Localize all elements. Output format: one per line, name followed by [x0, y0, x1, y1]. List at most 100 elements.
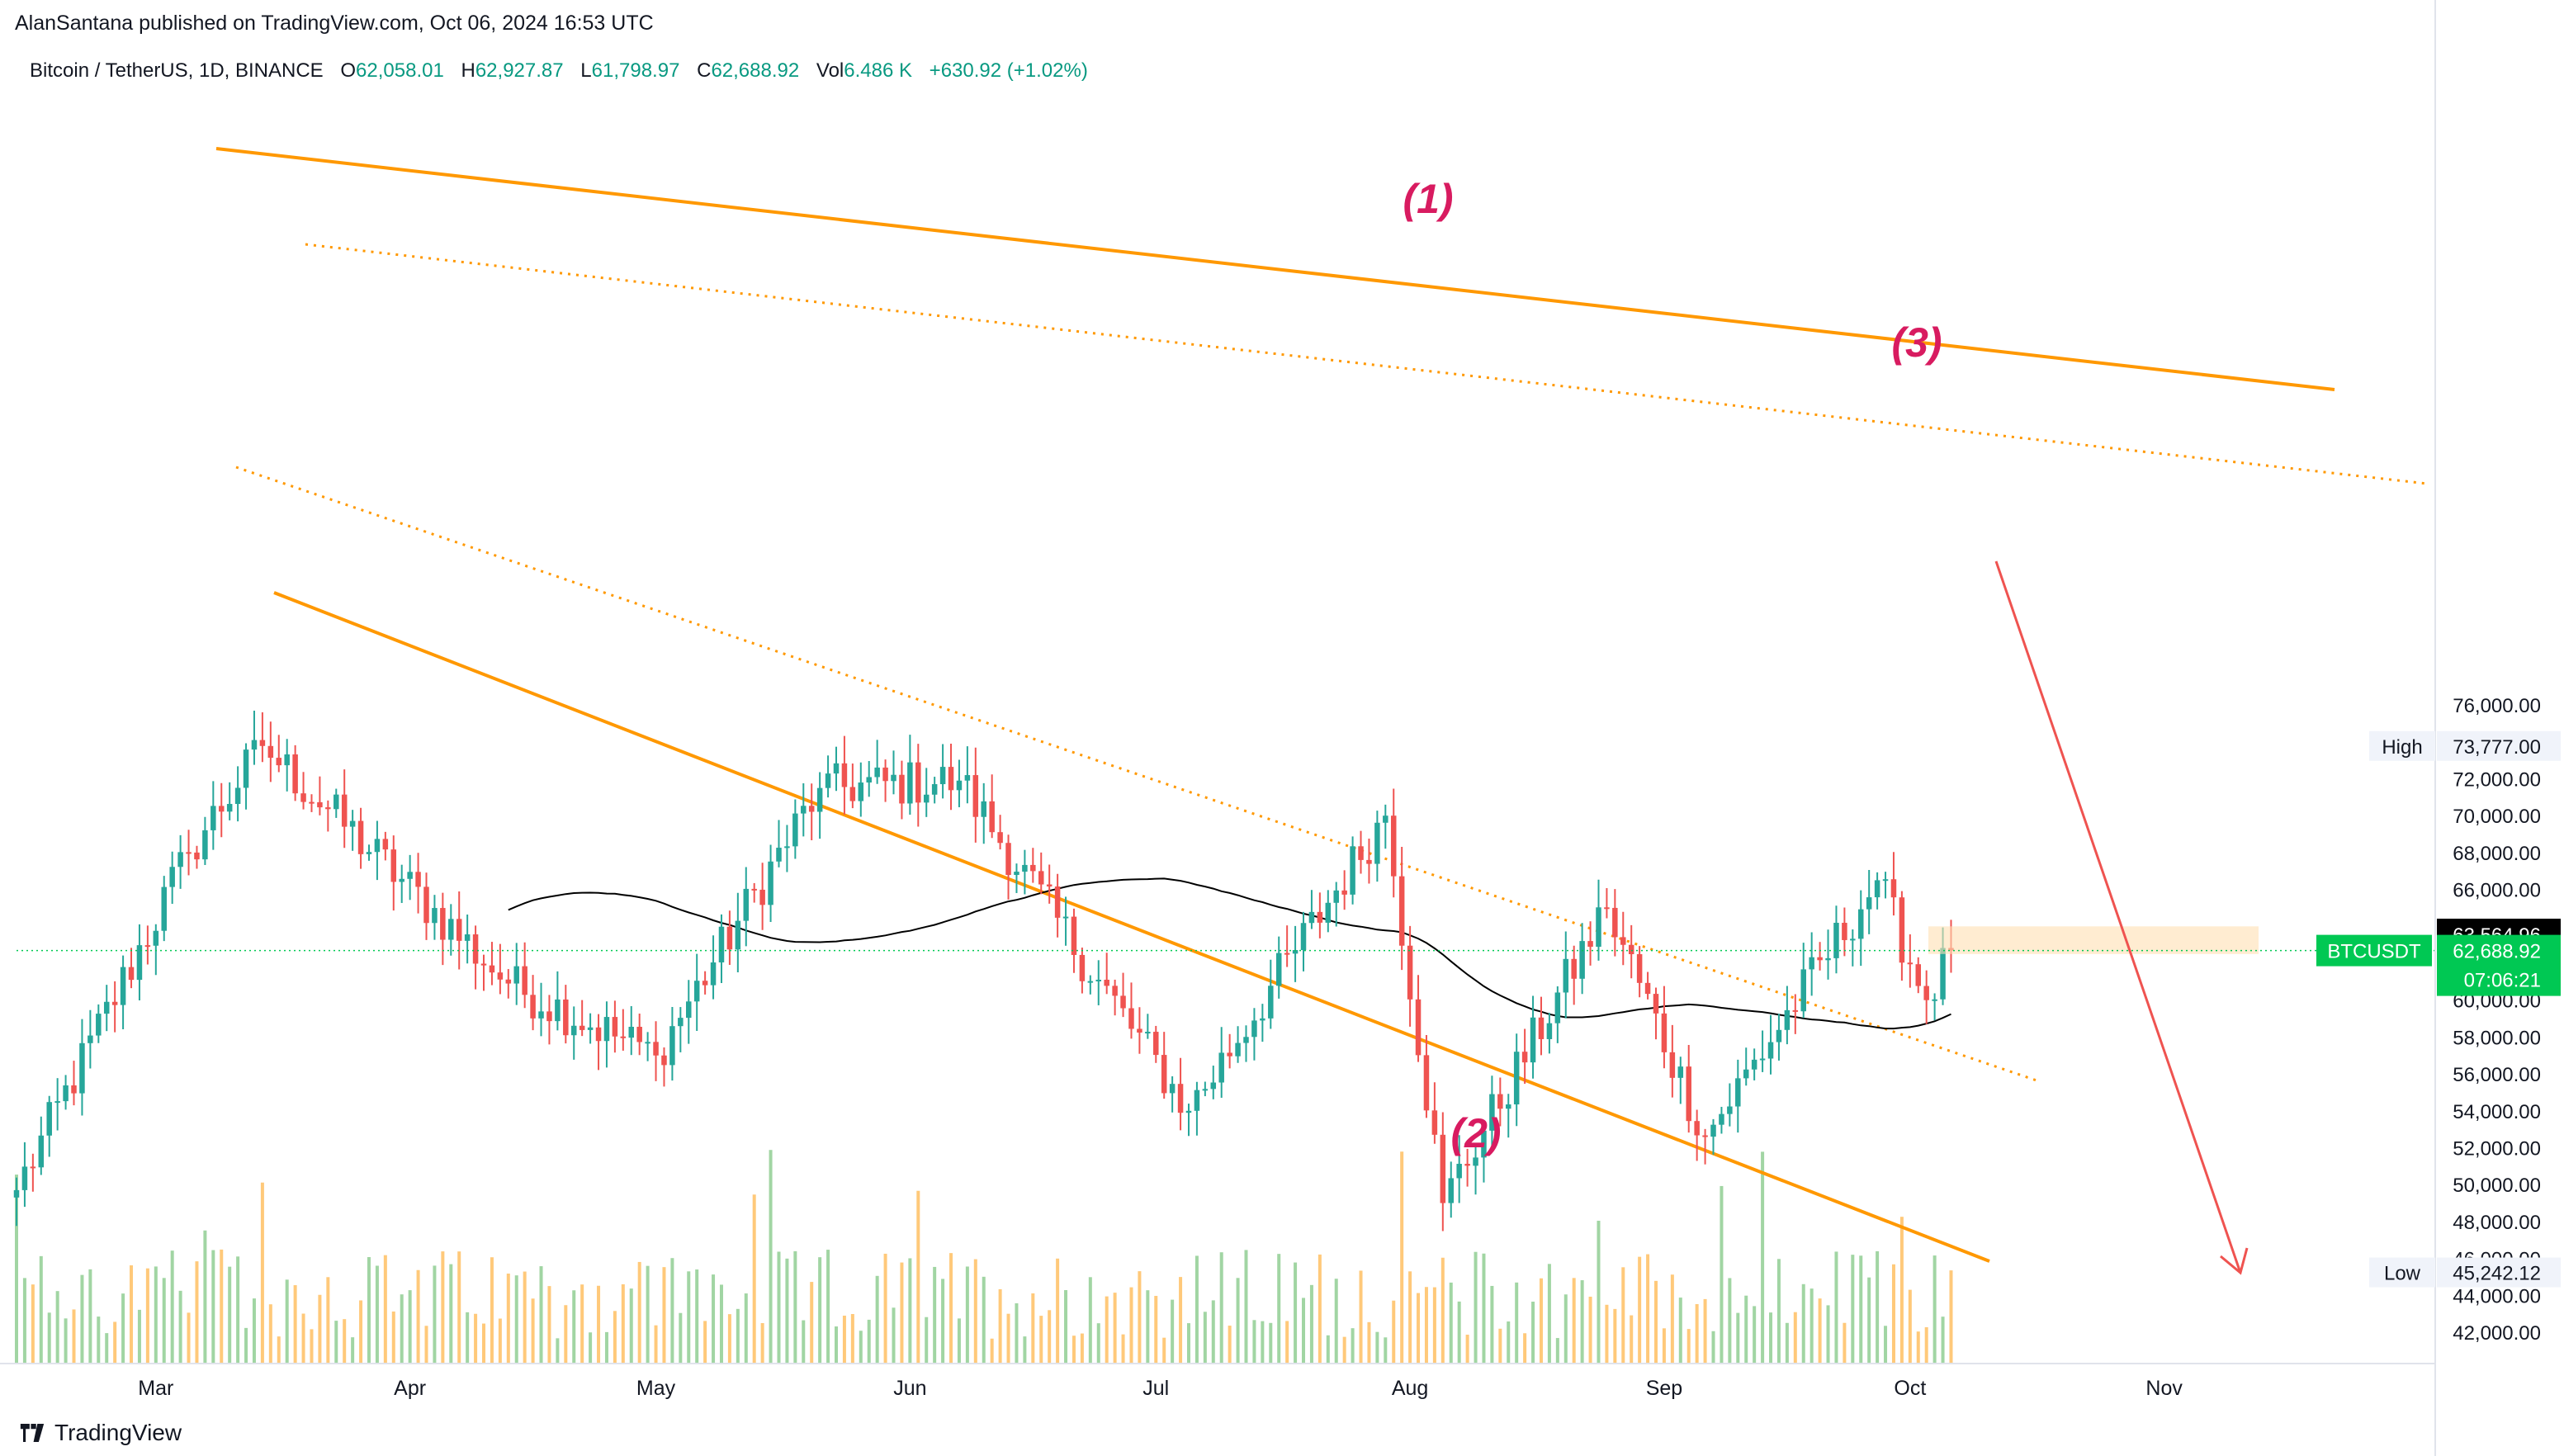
- volume-bar: [1194, 1255, 1199, 1364]
- high-label: H: [461, 59, 475, 82]
- volume-bar: [162, 1278, 166, 1364]
- volume-bar: [604, 1331, 608, 1364]
- candle-body: [702, 981, 708, 986]
- candle-body: [1308, 911, 1315, 924]
- volume-bar: [318, 1294, 322, 1364]
- volume-bar: [203, 1230, 207, 1364]
- candle-body: [1596, 907, 1601, 948]
- volume-bar: [400, 1294, 404, 1364]
- candle-body: [1882, 879, 1889, 882]
- candle-body: [30, 1166, 36, 1169]
- candle-body: [1194, 1090, 1200, 1111]
- volume-bar: [359, 1300, 363, 1364]
- candle-body: [1932, 999, 1937, 1001]
- candle-body: [1923, 986, 1929, 1000]
- volume-bar: [1703, 1298, 1707, 1364]
- candle-body: [1235, 1042, 1241, 1057]
- candle-body: [997, 832, 1003, 844]
- volume-bar: [1071, 1335, 1076, 1364]
- volume-bar: [1269, 1322, 1273, 1364]
- volume-bar: [1417, 1293, 1421, 1364]
- volume-bar: [408, 1290, 412, 1364]
- candle-body: [448, 919, 454, 940]
- volume-bar: [1686, 1329, 1691, 1364]
- candle-body: [587, 1027, 594, 1030]
- candle-body: [71, 1085, 77, 1094]
- candle-body: [1473, 1157, 1478, 1166]
- channel-lower-line: [273, 591, 1990, 1263]
- candle-body: [1185, 1110, 1192, 1113]
- volume-bar: [1294, 1262, 1298, 1364]
- volume-bar: [1932, 1255, 1937, 1364]
- candle-body: [1456, 1164, 1462, 1179]
- volume-bar: [1916, 1331, 1920, 1364]
- volume-bar: [1851, 1255, 1855, 1364]
- candle-body: [636, 1026, 642, 1042]
- footer-brand[interactable]: TradingView: [20, 1420, 182, 1446]
- candle-body: [1071, 916, 1077, 955]
- candle-body: [1284, 953, 1290, 955]
- volume-bar: [1769, 1312, 1773, 1364]
- candle-body: [334, 794, 339, 810]
- candle-body: [1374, 822, 1380, 864]
- candle-body: [1440, 1134, 1446, 1203]
- candle-body: [1260, 1018, 1265, 1021]
- volume-bar: [802, 1320, 806, 1364]
- candle-body: [1899, 897, 1905, 963]
- price-tick-label: 44,000.00: [2453, 1285, 2541, 1307]
- candle-body: [735, 920, 741, 950]
- volume-bar: [1597, 1220, 1601, 1364]
- volume-bar: [908, 1258, 912, 1364]
- candle-body: [866, 777, 872, 783]
- volume-bar: [1809, 1288, 1814, 1364]
- volume-bar: [1113, 1293, 1117, 1364]
- candle-body: [1317, 911, 1323, 923]
- candle-body: [407, 872, 413, 879]
- volume-bar: [326, 1277, 330, 1364]
- price-tick-label: 48,000.00: [2453, 1212, 2541, 1234]
- candle-body: [833, 763, 840, 774]
- volume-bar: [1138, 1271, 1142, 1364]
- volume-bar: [1638, 1256, 1642, 1364]
- candle-body: [1415, 999, 1422, 1056]
- projection-arrow-head: [2220, 1247, 2249, 1275]
- volume-bar: [1015, 1303, 1019, 1364]
- candle-body: [1431, 1110, 1438, 1135]
- volume-bar: [957, 1318, 961, 1364]
- volume-bar: [769, 1150, 773, 1364]
- candle-body: [1095, 979, 1102, 981]
- volume-bar: [1252, 1320, 1256, 1364]
- volume-bar: [268, 1304, 272, 1364]
- volume-bar: [1876, 1250, 1880, 1364]
- candle-body: [366, 852, 372, 854]
- volume-bar: [1080, 1333, 1084, 1364]
- candle-body: [1268, 986, 1274, 1019]
- candle-body: [570, 1025, 577, 1036]
- volume-bar: [670, 1258, 674, 1364]
- volume-bar: [556, 1338, 560, 1364]
- volume-bar: [1761, 1151, 1765, 1364]
- volume-bar: [449, 1264, 453, 1364]
- volume-bar: [654, 1325, 658, 1364]
- volume-bar: [1056, 1258, 1060, 1364]
- candle-body: [1145, 1032, 1151, 1034]
- volume-bar: [736, 1308, 740, 1364]
- candle-body: [309, 801, 315, 804]
- candle-body: [357, 820, 364, 854]
- volume-bar: [1482, 1253, 1486, 1364]
- volume-bar: [351, 1337, 355, 1364]
- low-label: L: [580, 59, 592, 82]
- last-price-value: 62,688.92: [2453, 941, 2541, 963]
- volume-bar: [1244, 1250, 1248, 1364]
- candle-body: [915, 762, 921, 803]
- volume-bar: [1776, 1259, 1781, 1364]
- volume-bar: [1490, 1285, 1494, 1364]
- volume-bar: [88, 1269, 92, 1364]
- volume-bar: [1843, 1322, 1847, 1364]
- candle-body: [46, 1102, 52, 1136]
- candle-body: [1506, 1104, 1511, 1109]
- candle-body: [595, 1027, 602, 1042]
- candle-body: [1554, 992, 1561, 1023]
